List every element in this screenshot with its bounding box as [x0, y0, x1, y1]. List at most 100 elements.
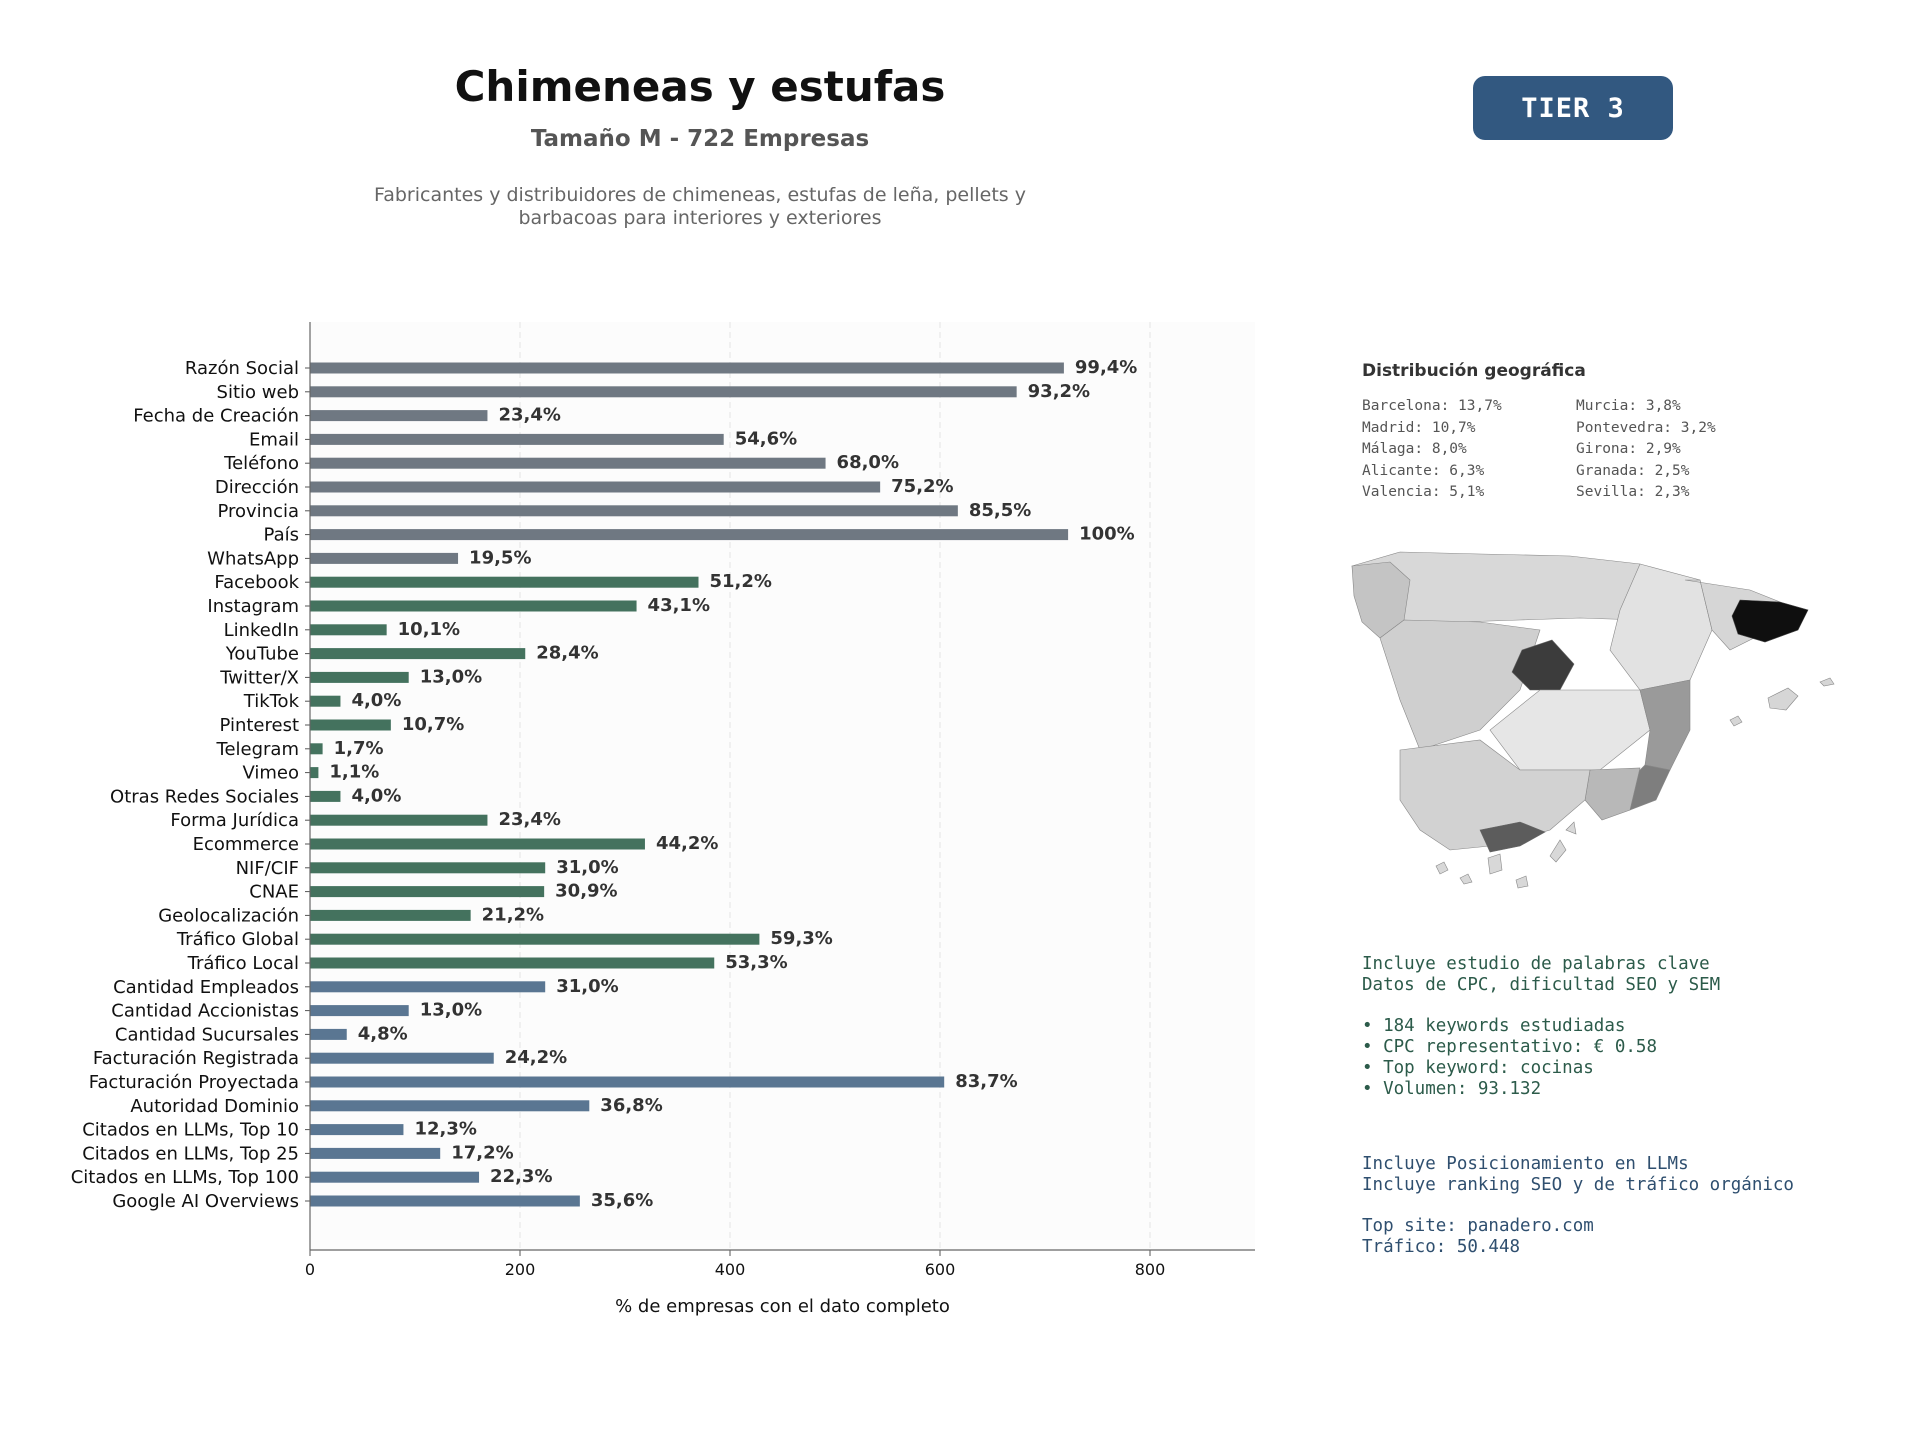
category-label: Otras Redes Sociales — [110, 786, 299, 807]
map-barcelona — [1731, 599, 1809, 643]
category-label: Facturación Registrada — [93, 1048, 299, 1069]
llm-line2: Incluye ranking SEO y de tráfico orgánic… — [1362, 1175, 1794, 1195]
value-label: 100% — [1079, 524, 1135, 545]
category-label: Teléfono — [223, 453, 299, 474]
geo-item: Madrid: 10,7% — [1362, 419, 1476, 436]
bar — [310, 362, 1064, 374]
x-tick-label: 400 — [715, 1260, 746, 1279]
bar — [310, 600, 637, 612]
llm-line1: Incluye Posicionamiento en LLMs — [1362, 1154, 1689, 1174]
page-subtitle: Tamaño M - 722 Empresas — [530, 126, 870, 152]
bar — [310, 862, 546, 874]
category-label: Tráfico Global — [176, 929, 299, 950]
bar — [310, 1195, 580, 1207]
value-label: 75,2% — [891, 476, 953, 497]
value-label: 21,2% — [482, 904, 544, 925]
value-label: 35,6% — [591, 1190, 653, 1211]
category-label: Ecommerce — [193, 834, 299, 855]
geo-item: Granada: 2,5% — [1576, 462, 1690, 479]
value-label: 99,4% — [1075, 357, 1137, 378]
map-canaries — [1435, 821, 1577, 889]
value-label: 13,0% — [420, 1000, 482, 1021]
keywords-bullet: • 184 keywords estudiadas — [1362, 1016, 1626, 1036]
category-label: CNAE — [249, 882, 299, 903]
sector-description: Fabricantes y distribuidores de chimenea… — [374, 184, 1026, 229]
category-label: WhatsApp — [207, 548, 299, 569]
keywords-bullet: • Top keyword: cocinas — [1362, 1058, 1594, 1078]
value-label: 12,3% — [414, 1119, 476, 1140]
category-label: Cantidad Sucursales — [115, 1024, 299, 1045]
category-label: Sitio web — [217, 382, 299, 403]
bar — [310, 386, 1017, 398]
category-label: Geolocalización — [158, 905, 299, 926]
category-label: País — [264, 525, 299, 546]
value-label: 43,1% — [648, 595, 710, 616]
bar — [310, 1052, 494, 1064]
bar — [310, 814, 488, 826]
value-label: 17,2% — [451, 1142, 513, 1163]
category-label: Citados en LLMs, Top 100 — [71, 1167, 299, 1188]
bar — [310, 1124, 404, 1136]
geo-item: Valencia: 5,1% — [1362, 484, 1485, 500]
geo-item: Barcelona: 13,7% — [1362, 398, 1502, 414]
bar — [310, 933, 760, 945]
completeness-bar-chart: 0 200 400 600 800 Razón Social 99,4% Sitio web 9… — [71, 322, 1255, 1317]
value-label: 53,3% — [725, 952, 787, 973]
value-label: 4,8% — [358, 1023, 408, 1044]
value-label: 23,4% — [498, 809, 560, 830]
map-murcia — [1584, 767, 1641, 821]
value-label: 31,0% — [556, 857, 618, 878]
geo-item: Málaga: 8,0% — [1362, 441, 1467, 457]
bar — [310, 886, 545, 898]
keywords-line1: Incluye estudio de palabras clave — [1362, 954, 1710, 974]
value-label: 13,0% — [420, 666, 482, 687]
value-label: 22,3% — [490, 1166, 552, 1187]
tier-badge: TIER 3 — [1473, 76, 1673, 140]
bar — [310, 481, 881, 493]
category-label: YouTube — [225, 644, 299, 665]
map-balearics — [1729, 677, 1835, 727]
category-label: Autoridad Dominio — [130, 1096, 299, 1117]
value-label: 85,5% — [969, 500, 1031, 521]
llm-top-site: Top site: panadero.com — [1362, 1216, 1594, 1236]
category-label: Dirección — [215, 477, 299, 498]
map-center-west — [1379, 619, 1541, 751]
value-label: 36,8% — [600, 1095, 662, 1116]
bar — [310, 1005, 409, 1017]
value-label: 1,1% — [329, 762, 379, 783]
value-label: 10,1% — [398, 619, 460, 640]
x-tick-label: 800 — [1135, 1260, 1166, 1279]
geo-item: Pontevedra: 3,2% — [1576, 419, 1716, 436]
bar — [310, 1076, 945, 1088]
value-label: 51,2% — [710, 571, 772, 592]
bar — [310, 624, 387, 636]
category-label: Razón Social — [185, 358, 299, 379]
value-label: 4,0% — [351, 690, 401, 711]
value-label: 24,2% — [505, 1047, 567, 1068]
page-title: Chimeneas y estufas — [454, 62, 946, 111]
category-label: Facebook — [214, 572, 299, 593]
value-label: 31,0% — [556, 976, 618, 997]
bar — [310, 719, 391, 731]
category-label: Fecha de Creación — [133, 406, 299, 427]
bar — [310, 767, 319, 779]
bar — [310, 695, 341, 707]
value-label: 93,2% — [1028, 381, 1090, 402]
bar — [310, 1028, 347, 1040]
value-label: 54,6% — [735, 428, 797, 449]
category-label: Forma Jurídica — [170, 810, 299, 831]
bar — [310, 790, 341, 802]
bar — [310, 743, 323, 755]
x-axis-label: % de empresas con el dato completo — [615, 1296, 950, 1317]
category-label: Provincia — [217, 501, 299, 522]
geo-item: Murcia: 3,8% — [1576, 398, 1681, 414]
value-label: 30,9% — [555, 881, 617, 902]
value-label: 10,7% — [402, 714, 464, 735]
bar — [310, 457, 826, 469]
value-label: 59,3% — [770, 928, 832, 949]
x-tick-label: 200 — [505, 1260, 536, 1279]
geo-item: Girona: 2,9% — [1576, 441, 1681, 457]
plot-area — [310, 322, 1255, 1250]
bar — [310, 1100, 590, 1112]
category-label: TikTok — [243, 691, 300, 712]
